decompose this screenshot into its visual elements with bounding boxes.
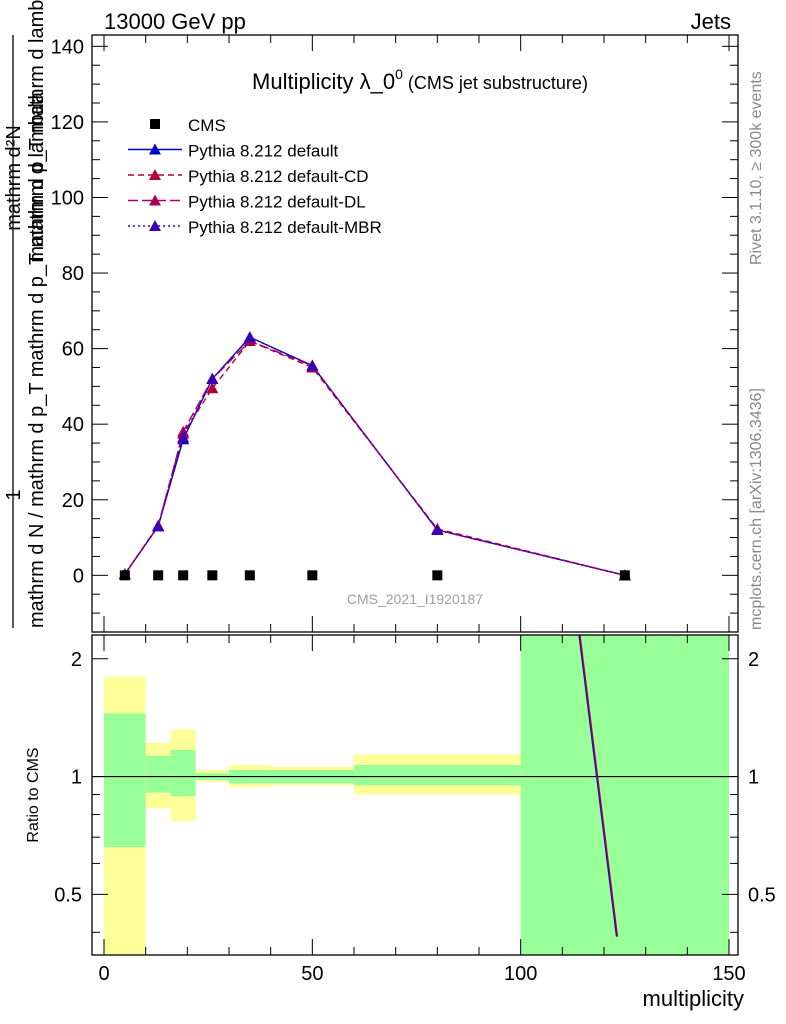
legend-marker-3 bbox=[149, 220, 161, 231]
y-tick-label: 60 bbox=[62, 339, 84, 361]
ratio-mc-line-shadow bbox=[579, 634, 619, 937]
cms-data-point bbox=[119, 570, 130, 581]
cms-data-point bbox=[244, 570, 255, 581]
cms-data-point bbox=[307, 570, 318, 581]
legend-label-0: Pythia 8.212 default bbox=[188, 142, 339, 161]
ratio-x-tick-label: 100 bbox=[504, 963, 537, 985]
cms-data-point bbox=[432, 570, 443, 581]
ratio-frame bbox=[91, 634, 739, 956]
series-line-0 bbox=[124, 336, 625, 577]
y-axis-label: 1 mathrm d N / mathrm d p_T mathrm d p_T … bbox=[3, 0, 48, 628]
legend-label-cms: CMS bbox=[188, 116, 226, 135]
series-line-2 bbox=[124, 340, 625, 577]
ratio-band-inner bbox=[145, 755, 171, 793]
ratio-plot: 0.5 0.5 1 1 2 2 0 50 100 150 bbox=[54, 634, 776, 985]
y-label-one: 1 bbox=[3, 489, 25, 500]
y-tick-label: 20 bbox=[62, 490, 84, 512]
header-left: 13000 GeV pp bbox=[104, 9, 246, 34]
ratio-band-inner bbox=[520, 635, 729, 955]
ratio-x-tick-label: 150 bbox=[712, 963, 745, 985]
y-tick-label: 120 bbox=[51, 112, 84, 134]
chart-title: Multiplicity λ_00 (CMS jet substructure) bbox=[252, 66, 588, 94]
ratio-band-inner bbox=[354, 765, 521, 786]
cms-data-point bbox=[178, 570, 189, 581]
cms-data-point bbox=[207, 570, 218, 581]
y-label-dpt-dlambda: mathrm d p_T mathrm d lambda bbox=[26, 0, 48, 263]
ratio-band-inner bbox=[170, 749, 196, 797]
ratio-y-tick-label-right: 2 bbox=[748, 649, 759, 671]
rivet-version-label: Rivet 3.1.10, ≥ 300k events bbox=[748, 71, 765, 265]
series-point-3 bbox=[152, 520, 165, 532]
ratio-mc-line bbox=[578, 634, 618, 937]
legend-label-1: Pythia 8.212 default-CD bbox=[188, 167, 369, 186]
cms-data-point bbox=[619, 570, 630, 581]
ratio-xlabel: multiplicity bbox=[643, 986, 744, 1011]
series-point-3 bbox=[206, 372, 219, 384]
series-line-3 bbox=[124, 336, 625, 577]
title-suffix: (CMS jet substructure) bbox=[403, 73, 588, 93]
series-point-3 bbox=[243, 331, 256, 343]
y-label-d2n: mathrm d²N bbox=[3, 125, 25, 231]
ratio-ylabel: Ratio to CMS bbox=[25, 747, 42, 842]
ratio-y-tick-label-left: 2 bbox=[71, 649, 82, 671]
legend-marker-2 bbox=[149, 194, 161, 206]
legend-label-2: Pythia 8.212 default-DL bbox=[188, 193, 366, 212]
y-tick-label: 0 bbox=[73, 565, 84, 587]
ratio-x-tick-label: 50 bbox=[301, 963, 323, 985]
series-point-3 bbox=[431, 523, 444, 535]
series-point-1 bbox=[206, 382, 219, 394]
y-label-denominator: mathrm d N / mathrm d p_T mathrm d p_T m… bbox=[26, 91, 48, 628]
series-point-2 bbox=[177, 425, 190, 437]
ratio-band-inner bbox=[104, 713, 146, 848]
ratio-y-tick-label-right: 1 bbox=[748, 767, 759, 789]
ratio-y-tick-label-right: 0.5 bbox=[748, 884, 776, 906]
cms-data-point bbox=[153, 570, 164, 581]
legend-marker-1 bbox=[149, 169, 161, 180]
analysis-id-label: CMS_2021_I1920187 bbox=[347, 591, 483, 607]
y-tick-label: 100 bbox=[51, 187, 84, 209]
series-point-3 bbox=[306, 359, 319, 371]
annotations: 13000 GeV pp Jets Rivet 3.1.10, ≥ 300k e… bbox=[25, 9, 765, 1011]
header-right: Jets bbox=[691, 9, 731, 34]
ratio-y-tick-label-left: 1 bbox=[71, 767, 82, 789]
y-tick-label: 80 bbox=[62, 263, 84, 285]
legend-marker-cms bbox=[150, 119, 160, 129]
ratio-x-tick-label: 0 bbox=[98, 963, 109, 985]
y-tick-label: 40 bbox=[62, 414, 84, 436]
title-superscript: 0 bbox=[395, 66, 403, 82]
series-line-1 bbox=[124, 340, 626, 577]
legend-label-3: Pythia 8.212 default-MBR bbox=[188, 218, 382, 237]
series-point-3 bbox=[177, 431, 190, 443]
legend-marker-0 bbox=[149, 143, 161, 155]
y-tick-label: 140 bbox=[51, 36, 84, 58]
ratio-y-tick-label-left: 0.5 bbox=[54, 884, 82, 906]
mcplots-label: mcplots.cern.ch [arXiv:1306.3436] bbox=[748, 388, 765, 630]
title-main: Multiplicity λ_0 bbox=[252, 69, 395, 94]
main-frame bbox=[91, 34, 739, 633]
legend: CMS Pythia 8.212 default Pythia 8.212 defa… bbox=[128, 116, 382, 237]
